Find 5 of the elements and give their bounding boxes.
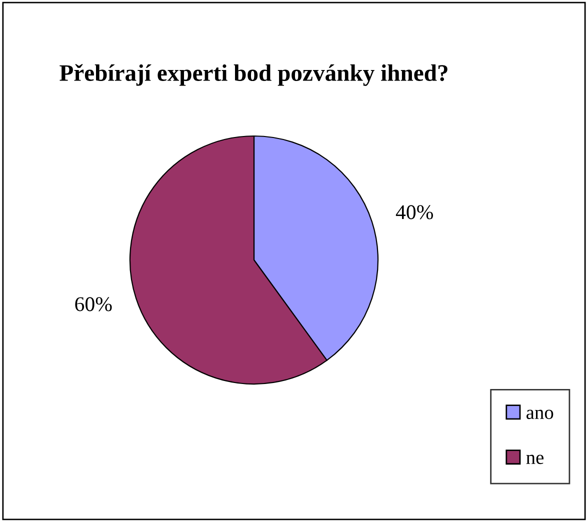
chart-title: Přebírají experti bod pozvánky ihned? xyxy=(60,64,448,86)
legend-label: ne xyxy=(526,454,544,464)
data-label: 40% xyxy=(396,205,433,220)
legend-label: ano xyxy=(526,410,554,420)
data-label: 60% xyxy=(75,297,112,312)
